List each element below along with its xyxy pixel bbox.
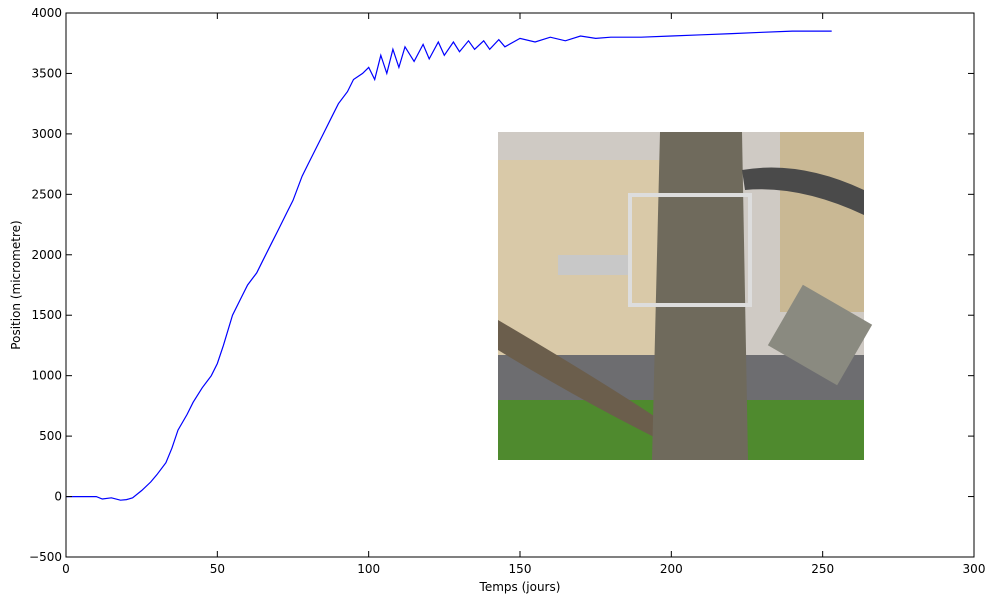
y-tick-label: −500 xyxy=(29,550,62,564)
photo-sensor-frame xyxy=(628,193,752,307)
x-tick-label: 50 xyxy=(210,562,225,576)
y-tick-label: 1500 xyxy=(31,308,62,322)
x-axis-label: Temps (jours) xyxy=(479,580,561,594)
photo-building xyxy=(780,132,864,312)
y-tick-label: 2000 xyxy=(31,248,62,262)
inset-photo xyxy=(498,132,873,460)
y-tick-label: 1000 xyxy=(31,369,62,383)
photo-cable xyxy=(742,167,864,215)
x-tick-label: 250 xyxy=(811,562,834,576)
y-tick-label: 3000 xyxy=(31,127,62,141)
y-tick-label: 2500 xyxy=(31,187,62,201)
x-tick-label: 300 xyxy=(963,562,986,576)
y-tick-label: 4000 xyxy=(31,6,62,20)
y-tick-label: 500 xyxy=(39,429,62,443)
y-tick-label: 0 xyxy=(54,490,62,504)
y-axis-label: Position (micrometre) xyxy=(9,220,23,349)
x-tick-label: 150 xyxy=(509,562,532,576)
photo-trunk xyxy=(652,132,748,460)
data-line xyxy=(66,30,832,501)
photo-branch xyxy=(498,320,660,440)
x-tick-label: 0 xyxy=(62,562,70,576)
photo-box xyxy=(767,284,873,386)
photo-sensor xyxy=(558,255,628,275)
x-tick-label: 100 xyxy=(357,562,380,576)
x-tick-label: 200 xyxy=(660,562,683,576)
y-tick-label: 3500 xyxy=(31,66,62,80)
